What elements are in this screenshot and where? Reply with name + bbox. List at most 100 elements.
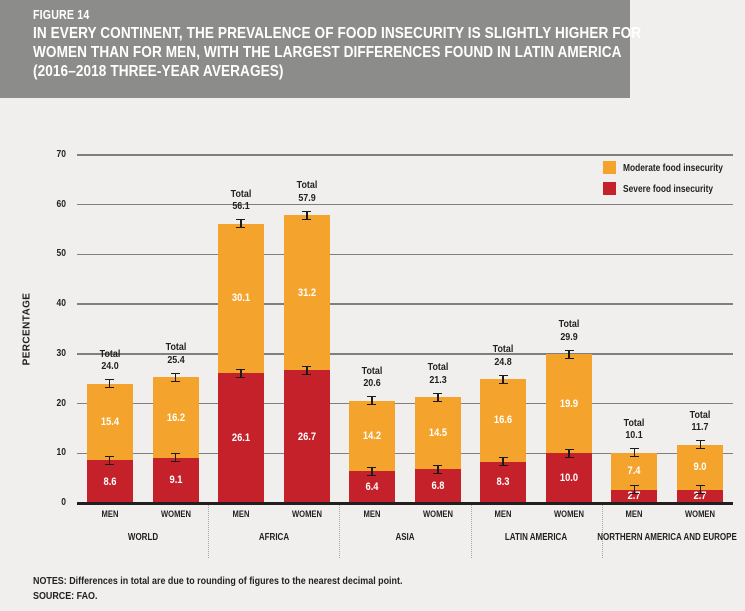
gridline [77,303,733,305]
group-separator [470,505,472,558]
gridline [77,452,733,455]
error-bar [498,374,508,384]
bar-group: 14.2 6.4 Total 20.6 MEN 14.5 6.8 Total 21.3 WOMEN… [339,155,470,543]
bar-segment-severe: 26.1 [217,373,264,503]
bar-segment-moderate: 31.2 [283,215,330,371]
total-caption: Total [690,408,711,421]
x-axis-bar-label: WOMEN [422,509,453,520]
bar-segment-moderate: 7.4 [611,452,658,490]
notes-line: NOTES: Differences in total are due to r… [33,575,403,587]
y-tick-label: 10 [56,447,66,459]
error-bar [105,379,115,389]
x-axis-bar-label: MEN [101,509,119,520]
total-caption: Total [558,318,580,331]
x-axis-baseline [77,501,733,505]
error-bar [367,396,377,406]
bar-value-label: 6.4 [365,481,379,494]
x-axis-bar-label: WOMEN [291,509,322,520]
error-bar [629,448,639,458]
figure-title-line-3: (2016–2018 THREE-YEAR AVERAGES) [33,63,284,80]
legend-item-severe: Severe food insecurity [603,182,745,195]
x-axis-group-label: ASIA [395,532,415,543]
x-axis-group-label: WORLD [127,532,158,543]
bar-women: 9.0 2.7 Total 11.7 [677,155,724,503]
bar-value-label: 14.5 [428,427,448,440]
legend-label: Severe food insecurity [623,182,714,195]
total-label: Total 11.7 [690,409,711,434]
total-caption: Total [165,341,186,354]
bar-segment-severe: 10.0 [546,453,593,503]
y-tick-label: 0 [61,497,66,508]
gridline [77,203,733,206]
bar-value-label: 16.2 [166,411,185,424]
error-bar [498,457,508,467]
bar-segment-moderate: 16.6 [480,379,527,462]
bar-value-label: 8.3 [496,476,510,489]
total-value: 24.8 [494,355,512,368]
total-label: Total 10.1 [624,417,645,442]
bar-segment-moderate: 30.1 [217,223,264,374]
bar-segment-severe: 26.7 [283,370,330,503]
bar-group: 16.6 8.3 Total 24.8 MEN 19.9 10.0 Total 29.9 WOME… [471,155,602,543]
error-bar [564,448,574,458]
severe-color-swatch [603,182,616,195]
bar-value-label: 26.7 [297,430,316,443]
error-bar [695,485,705,495]
error-bar [695,440,705,450]
figure-title-line-1: IN EVERY CONTINENT, THE PREVALENCE OF FO… [33,25,642,42]
bar-group: 30.1 26.1 Total 56.1 MEN 31.2 26.7 Total 57.9 WOM… [208,155,339,543]
bar-women: 31.2 26.7 Total 57.9 [283,155,330,503]
total-value: 56.1 [232,200,250,213]
x-axis-group-label: AFRICA [258,532,289,543]
bar-value-label: 26.1 [231,432,250,445]
bar-segment-moderate: 19.9 [546,354,593,454]
bar-segment-severe: 6.4 [348,471,395,503]
bar-men: 16.6 8.3 Total 24.8 [480,155,527,503]
y-tick-label: 50 [56,248,66,260]
footnotes: NOTES: Differences in total are due to r… [33,574,468,603]
total-caption: Total [296,179,318,192]
error-bar [302,210,312,220]
total-value: 21.3 [429,373,447,386]
figure-number: FIGURE 14 [33,8,90,22]
error-bar [564,349,574,359]
total-label: Total 24.0 [99,348,120,373]
plot-area: 15.4 8.6 Total 24.0 MEN 16.2 9.1 Total 25.4 WOMEN… [77,154,738,558]
y-axis-ticks: 0 10 20 30 40 50 60 70 [0,149,66,508]
error-bar [433,464,443,474]
group-separator [339,505,341,558]
bar-segment-severe: 9.1 [152,457,199,503]
bar-segment-moderate: 14.5 [414,397,461,470]
bar-value-label: 10.0 [560,472,579,485]
gridline [77,402,733,405]
gridline [77,154,733,156]
bar-segment-moderate: 16.2 [152,377,199,458]
error-bar [629,485,639,495]
gridline [77,253,733,256]
total-value: 29.9 [560,330,578,343]
y-tick-label: 70 [56,149,66,160]
bar-value-label: 30.1 [231,292,250,305]
error-bar [236,368,246,378]
bar-segment-severe: 6.8 [414,469,461,503]
bar-segment-severe: 8.6 [86,460,133,503]
total-caption: Total [230,187,252,200]
total-label: Total 29.9 [559,318,580,343]
chart-legend: Moderate food insecurity Severe food ins… [603,161,745,203]
total-value: 24.0 [100,360,119,373]
total-label: Total 21.3 [428,361,449,386]
bar-segment-severe: 8.3 [480,461,527,503]
bar-group: 7.4 2.7 Total 10.1 MEN 9.0 2.7 Total 11.7 WOMEN NO… [598,155,738,543]
y-tick-label: 20 [56,397,66,409]
x-axis-bar-label: MEN [625,509,643,520]
x-axis-group-label: NORTHERN AMERICA AND EUROPE [597,532,738,543]
legend-item-moderate: Moderate food insecurity [603,161,745,174]
total-caption: Total [361,364,383,377]
total-label: Total 56.1 [230,188,251,213]
error-bar [302,365,312,375]
y-tick-label: 40 [56,298,66,310]
bar-men: 15.4 8.6 Total 24.0 [86,155,133,503]
error-bar [236,219,246,229]
group-separator [208,505,210,558]
total-label: Total 25.4 [165,341,186,366]
